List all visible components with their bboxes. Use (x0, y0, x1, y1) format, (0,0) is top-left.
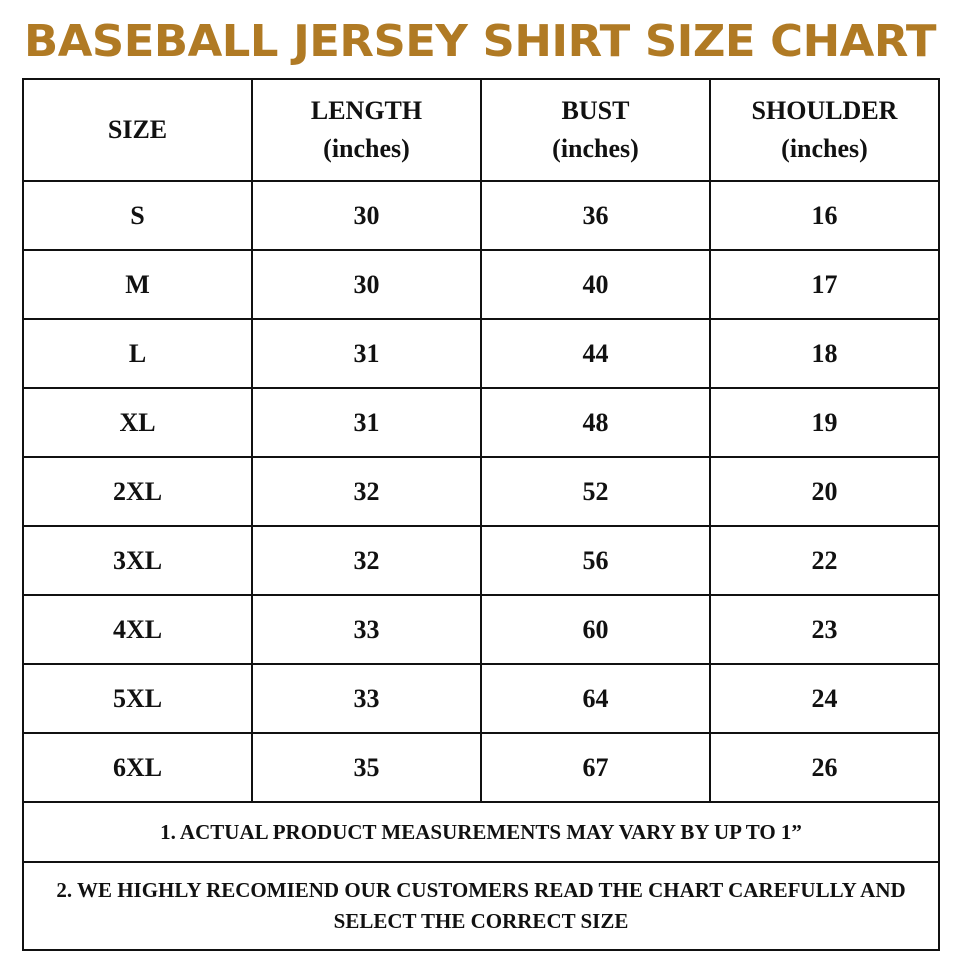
length-cell: 32 (251, 456, 482, 527)
bust-cell: 52 (480, 456, 711, 527)
length-cell: 33 (251, 663, 482, 734)
length-cell: 35 (251, 732, 482, 803)
length-cell: 33 (251, 594, 482, 665)
header-unit: (inches) (552, 134, 639, 163)
table-row: S 30 36 16 (22, 180, 940, 251)
bust-cell: 67 (480, 732, 711, 803)
shoulder-cell: 24 (709, 663, 940, 734)
length-cell: 30 (251, 180, 482, 251)
shoulder-cell: 26 (709, 732, 940, 803)
table-row: 3XL 32 56 22 (22, 525, 940, 596)
size-cell: 3XL (22, 525, 253, 596)
length-cell: 32 (251, 525, 482, 596)
table-row: 6XL 35 67 26 (22, 732, 940, 803)
size-cell: 2XL (22, 456, 253, 527)
bust-cell: 64 (480, 663, 711, 734)
bust-cell: 60 (480, 594, 711, 665)
size-cell: L (22, 318, 253, 389)
note-text: 1. ACTUAL PRODUCT MEASUREMENTS MAY VARY … (22, 801, 940, 863)
header-label: BUST (561, 96, 630, 125)
note-row: 2. WE HIGHLY RECOMIEND OUR CUSTOMERS REA… (22, 861, 940, 951)
table-row: XL 31 48 19 (22, 387, 940, 458)
shoulder-cell: 16 (709, 180, 940, 251)
header-label: LENGTH (310, 96, 423, 125)
shoulder-cell: 20 (709, 456, 940, 527)
header-unit: (inches) (323, 134, 410, 163)
size-cell: 5XL (22, 663, 253, 734)
shoulder-cell: 22 (709, 525, 940, 596)
header-size: SIZE (22, 78, 253, 182)
header-shoulder: SHOULDER (inches) (709, 78, 940, 182)
header-unit: (inches) (781, 134, 868, 163)
size-cell: S (22, 180, 253, 251)
shoulder-cell: 17 (709, 249, 940, 320)
table-row: M 30 40 17 (22, 249, 940, 320)
header-length: LENGTH (inches) (251, 78, 482, 182)
length-cell: 31 (251, 318, 482, 389)
header-label: SIZE (107, 115, 168, 144)
table-row: L 31 44 18 (22, 318, 940, 389)
bust-cell: 44 (480, 318, 711, 389)
note-row: 1. ACTUAL PRODUCT MEASUREMENTS MAY VARY … (22, 801, 940, 863)
shoulder-cell: 19 (709, 387, 940, 458)
table-row: 5XL 33 64 24 (22, 663, 940, 734)
length-cell: 30 (251, 249, 482, 320)
size-cell: 4XL (22, 594, 253, 665)
bust-cell: 56 (480, 525, 711, 596)
size-cell: 6XL (22, 732, 253, 803)
header-bust: BUST (inches) (480, 78, 711, 182)
header-label: SHOULDER (751, 96, 898, 125)
table-row: 4XL 33 60 23 (22, 594, 940, 665)
size-cell: M (22, 249, 253, 320)
note-text: 2. WE HIGHLY RECOMIEND OUR CUSTOMERS REA… (22, 861, 940, 951)
bust-cell: 48 (480, 387, 711, 458)
bust-cell: 36 (480, 180, 711, 251)
header-row: SIZE LENGTH (inches) BUST (inches) SHOUL… (22, 78, 940, 182)
shoulder-cell: 18 (709, 318, 940, 389)
table-row: 2XL 32 52 20 (22, 456, 940, 527)
size-chart-table: SIZE LENGTH (inches) BUST (inches) SHOUL… (22, 78, 940, 951)
length-cell: 31 (251, 387, 482, 458)
size-cell: XL (22, 387, 253, 458)
bust-cell: 40 (480, 249, 711, 320)
page-title: BASEBALL JERSEY SHIRT SIZE CHART (23, 16, 937, 67)
shoulder-cell: 23 (709, 594, 940, 665)
